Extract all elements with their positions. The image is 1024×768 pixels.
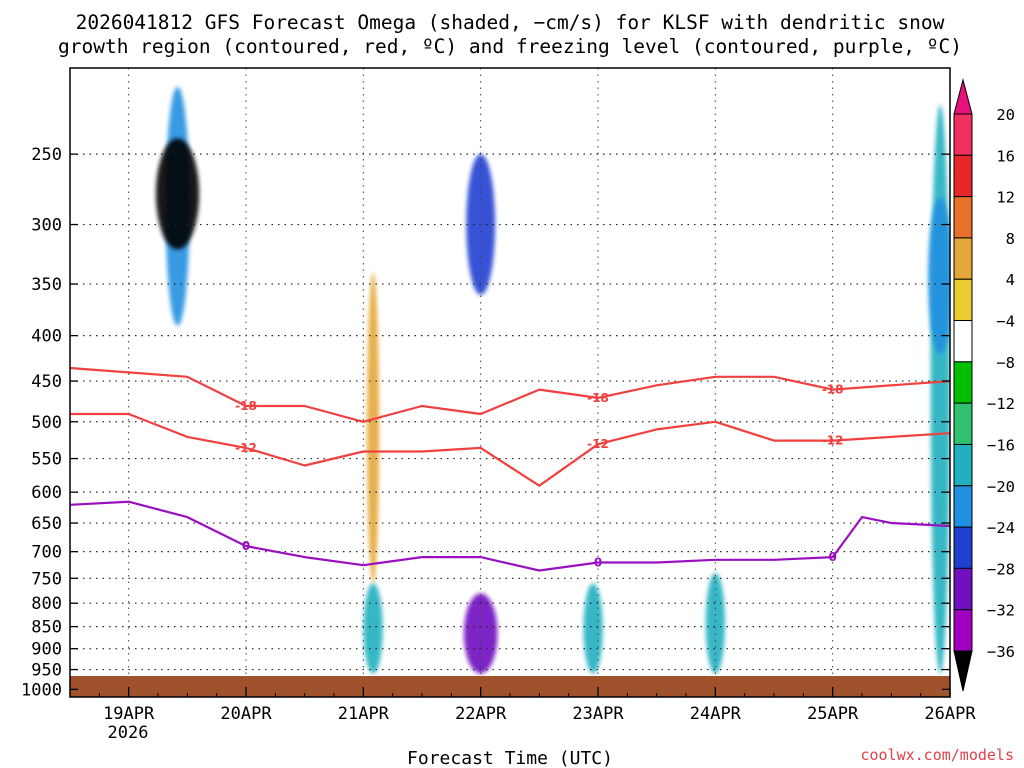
plot-area: -18 -18 -18 -12 -12 -12 0 0 0 xyxy=(69,67,951,698)
x-tick-label-21APR: 21APR xyxy=(338,704,390,724)
y-tick-label-500: 500 xyxy=(31,413,62,433)
colorbar-label-8: −16 xyxy=(987,436,1015,454)
colorbar-swatch-1 xyxy=(953,154,973,198)
colorbar-swatch-10 xyxy=(953,526,973,569)
contour-label-0-1: 0 xyxy=(594,556,602,570)
x-tick-label-19APR: 19APR xyxy=(103,704,155,724)
omega-region-4 xyxy=(363,583,383,674)
x-tick-label-26APR: 26APR xyxy=(924,704,976,724)
contour-line--18 xyxy=(70,366,950,423)
contour-label--12-1: -12 xyxy=(587,437,609,451)
y-tick-label-350: 350 xyxy=(31,275,62,295)
contour-label--12-0: -12 xyxy=(235,441,257,455)
y-tick-label-600: 600 xyxy=(31,483,62,503)
omega-region-1 xyxy=(155,138,200,250)
x-tick-label-23APR: 23APR xyxy=(572,704,624,724)
colorbar-label-11: −28 xyxy=(987,560,1015,578)
contour-line-0 xyxy=(70,500,950,572)
colorbar-swatch-0 xyxy=(953,113,973,156)
y-tick-label-250: 250 xyxy=(31,145,62,165)
colorbar-swatch-3 xyxy=(953,237,973,280)
colorbar-label-2: 12 xyxy=(996,189,1015,207)
colorbar-label-9: −20 xyxy=(987,478,1015,496)
y-tick-label-300: 300 xyxy=(31,216,62,236)
colorbar-swatch-9 xyxy=(953,485,973,528)
chart-title-line1: 2026041812 GFS Forecast Omega (shaded, −… xyxy=(76,11,945,34)
contour-lines: -18 -18 -18 -12 -12 -12 0 0 0 xyxy=(70,366,950,572)
omega-region-9 xyxy=(928,197,950,355)
colorbar-label-1: 16 xyxy=(996,147,1015,165)
chart-title-line2: growth region (contoured, red, ºC) and f… xyxy=(58,35,962,58)
y-tick-label-1000: 1000 xyxy=(21,680,62,700)
colorbar: 20 16 12 8 4 −4 −8 −12 −16 −20 −24 −28 −32 −36 xyxy=(953,78,1015,692)
contour-label--18-0: -18 xyxy=(235,399,257,413)
colorbar-label-12: −32 xyxy=(987,602,1015,620)
y-tick-label-650: 650 xyxy=(31,514,62,534)
y-tick-label-700: 700 xyxy=(31,543,62,563)
y-tick-label-750: 750 xyxy=(31,569,62,589)
x-axis-label: Forecast Time (UTC) xyxy=(407,748,613,768)
colorbar-bottom-arrow xyxy=(953,650,973,692)
colorbar-swatch-4 xyxy=(953,278,973,322)
surface-ground xyxy=(70,676,950,697)
colorbar-label-6: −8 xyxy=(996,354,1015,372)
colorbar-label-7: −12 xyxy=(987,395,1015,413)
omega-region-6 xyxy=(583,583,603,674)
contour-label--18-2: -18 xyxy=(822,383,844,397)
y-tick-label-800: 800 xyxy=(31,594,62,614)
colorbar-swatch-2 xyxy=(953,196,973,239)
colorbar-label-0: 20 xyxy=(996,106,1015,124)
y-tick-label-550: 550 xyxy=(31,450,62,470)
colorbar-swatch-6 xyxy=(953,361,973,404)
colorbar-swatch-8 xyxy=(953,443,973,487)
colorbar-label-13: −36 xyxy=(987,643,1015,661)
contour-label--12-2: -12 xyxy=(822,434,844,448)
colorbar-label-4: 4 xyxy=(1006,271,1015,289)
contour-label-0-2: 0 xyxy=(828,550,836,564)
colorbar-swatch-11 xyxy=(953,567,973,611)
x-tick-label-25APR: 25APR xyxy=(807,704,859,724)
omega-region-3 xyxy=(367,272,380,584)
contour-line--12 xyxy=(70,412,950,487)
x-axis-year: 2026 xyxy=(108,723,149,743)
x-axis: 19APR 20APR 21APR 22APR 23APR 24APR 25APR 26APR xyxy=(69,687,976,724)
y-tick-label-950: 950 xyxy=(31,661,62,681)
colorbar-label-3: 8 xyxy=(1006,230,1015,248)
x-tick-label-20APR: 20APR xyxy=(220,704,272,724)
omega-shading xyxy=(155,86,950,674)
credit-text: coolwx.com/models xyxy=(860,746,1014,764)
y-tick-label-850: 850 xyxy=(31,618,62,638)
colorbar-swatch-7 xyxy=(953,402,973,445)
y-tick-label-400: 400 xyxy=(31,327,62,347)
x-tick-label-24APR: 24APR xyxy=(690,704,742,724)
colorbar-label-10: −24 xyxy=(987,519,1015,537)
y-axis: 2503003504004505005506006507007508008509… xyxy=(21,145,950,700)
omega-region-8 xyxy=(930,104,950,674)
colorbar-swatch-5 xyxy=(953,320,973,363)
y-tick-label-450: 450 xyxy=(31,372,62,392)
y-tick-label-900: 900 xyxy=(31,640,62,660)
colorbar-top-arrow xyxy=(953,78,973,115)
x-tick-label-22APR: 22APR xyxy=(455,704,507,724)
contour-label--18-1: -18 xyxy=(587,391,609,405)
colorbar-label-5: −4 xyxy=(996,313,1015,331)
contour-label-0-0: 0 xyxy=(242,539,250,553)
colorbar-swatch-12 xyxy=(953,609,973,652)
